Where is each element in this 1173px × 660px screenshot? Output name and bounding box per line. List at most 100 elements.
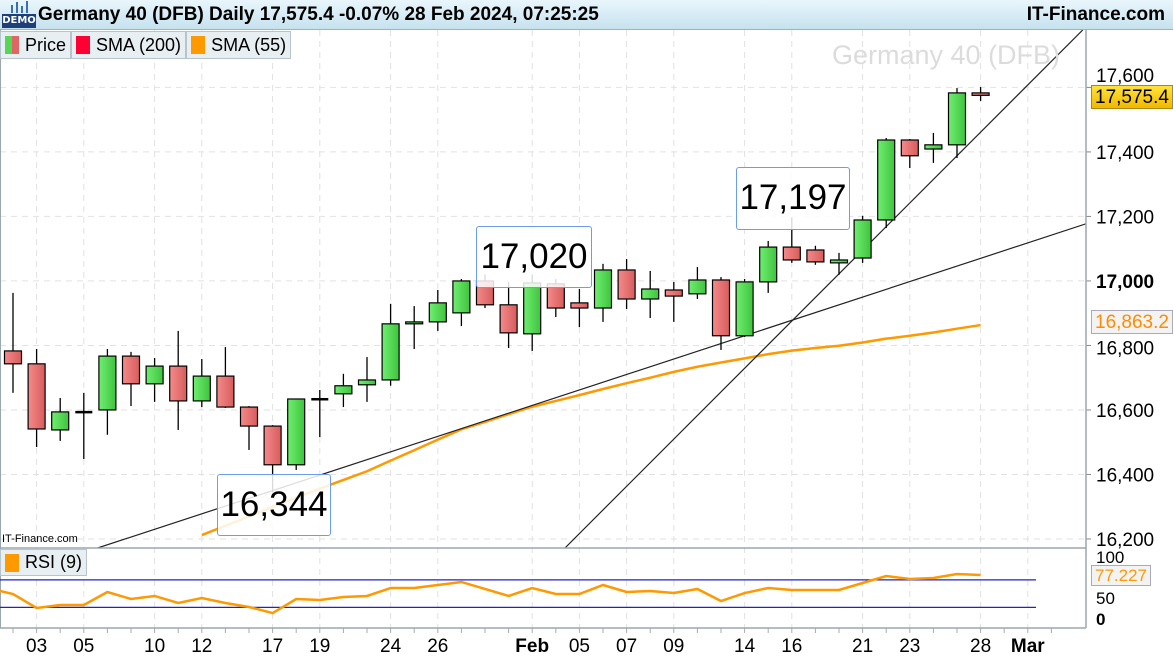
candle-body xyxy=(735,281,754,337)
rsi-plot xyxy=(0,572,1036,615)
candle-body xyxy=(145,365,164,385)
legend-item-sma55[interactable]: SMA (55) xyxy=(186,31,292,59)
y-tick-label: 17,200 xyxy=(1096,207,1154,228)
candle-body xyxy=(287,398,306,466)
candle-down xyxy=(499,281,518,349)
chart-header: DEMO Germany 40 (DFB) Daily 17,575.4 -0.… xyxy=(0,0,1173,30)
candle-body xyxy=(405,321,424,325)
candle-up xyxy=(334,373,353,408)
x-tick-label: 28 xyxy=(970,636,991,657)
candle-down xyxy=(3,292,23,393)
candle-body xyxy=(806,249,825,263)
candle-down xyxy=(27,348,46,448)
legend-label: SMA (55) xyxy=(211,34,287,55)
x-tick-label: Mar xyxy=(1011,636,1045,657)
candle-body xyxy=(641,288,660,300)
legend-item-rsi[interactable]: RSI (9) xyxy=(0,549,88,576)
rsi-swatch-icon xyxy=(5,553,19,572)
candle-up xyxy=(853,215,872,263)
legend-label: Price xyxy=(25,34,67,55)
x-tick-label: 07 xyxy=(616,636,637,657)
candle-down xyxy=(711,277,731,350)
candle-up xyxy=(311,389,329,438)
rsi-tick-label: 100 xyxy=(1096,548,1124,567)
candle-down xyxy=(971,87,990,101)
sma55-value-label: 16,863.2 xyxy=(1091,310,1173,334)
candle-up xyxy=(357,357,377,402)
annotation-high-jan: 17,020 xyxy=(476,226,592,288)
candle-down xyxy=(617,259,636,309)
candle-body xyxy=(688,279,707,295)
candle-down xyxy=(216,347,235,409)
candle-down xyxy=(806,245,825,265)
brand-name: IT-Finance.com xyxy=(1026,4,1165,25)
rsi-value-label: 77.227 xyxy=(1091,565,1151,586)
x-tick-label: 03 xyxy=(26,636,47,657)
x-tick-label: 14 xyxy=(734,636,756,657)
y-tick-label: 17,400 xyxy=(1096,143,1154,164)
rsi-line xyxy=(0,572,981,615)
candle-body xyxy=(263,425,282,466)
chart-title: Germany 40 (DFB) Daily 17,575.4 -0.07% 2… xyxy=(38,4,599,25)
sma55-line xyxy=(201,323,981,537)
candle-body xyxy=(877,139,896,221)
price-plot xyxy=(3,30,1086,548)
candle-body xyxy=(239,406,259,427)
candle-down xyxy=(75,392,93,459)
candle-down xyxy=(900,139,919,169)
candle-down xyxy=(121,351,141,407)
candle-body xyxy=(570,302,589,309)
legend-item-sma200[interactable]: SMA (200) xyxy=(71,31,187,59)
candle-up xyxy=(593,263,613,322)
candle-up xyxy=(287,398,306,470)
price-swatch-icon xyxy=(5,36,19,54)
candle-down xyxy=(169,330,188,430)
candle-up xyxy=(381,303,400,386)
candle-body xyxy=(334,385,353,395)
candle-body xyxy=(782,246,801,261)
last-price-label: 17,575.4 xyxy=(1091,85,1173,109)
candle-body xyxy=(169,365,188,402)
candle-up xyxy=(735,279,754,338)
candle-up xyxy=(924,132,943,163)
candle-body xyxy=(216,375,235,408)
demo-badge: DEMO xyxy=(2,1,36,29)
candle-body xyxy=(947,92,967,146)
candle-body xyxy=(523,282,542,335)
candle-body xyxy=(499,304,518,334)
candle-body xyxy=(381,323,400,381)
candle-body xyxy=(27,363,46,430)
candle-body xyxy=(428,302,447,323)
source-label: IT-Finance.com xyxy=(2,533,78,545)
candle-up xyxy=(51,398,70,441)
sma200-swatch-icon xyxy=(76,36,91,54)
candle-body xyxy=(971,92,990,96)
candle-body xyxy=(711,279,731,337)
sma55-swatch-icon xyxy=(191,36,206,54)
legend-label: RSI (9) xyxy=(25,552,83,572)
candle-up xyxy=(829,252,849,275)
candle-up xyxy=(145,358,164,402)
candle-body xyxy=(664,289,683,297)
annotation-low: 16,344 xyxy=(217,474,331,536)
candle-up xyxy=(192,358,211,408)
y-tick-label: 16,800 xyxy=(1096,338,1154,359)
candle-up xyxy=(452,279,471,327)
x-tick-label: 12 xyxy=(191,636,212,657)
x-tick-label: 05 xyxy=(569,636,590,657)
instrument-watermark: Germany 40 (DFB) xyxy=(832,40,1061,70)
trendline xyxy=(564,30,1084,548)
x-tick-label: 21 xyxy=(852,636,873,657)
x-tick-label: 09 xyxy=(663,636,684,657)
legend-item-price[interactable]: Price xyxy=(0,31,72,59)
candle-body xyxy=(593,269,613,309)
candle-body xyxy=(924,144,943,150)
candle-body xyxy=(51,411,70,431)
y-tick-label: 16,400 xyxy=(1096,465,1154,486)
candle-up xyxy=(405,306,424,349)
candle-up xyxy=(877,138,896,229)
x-tick-label: 05 xyxy=(73,636,94,657)
y-tick-label: 17,600 xyxy=(1096,66,1154,87)
candle-down xyxy=(782,217,801,263)
